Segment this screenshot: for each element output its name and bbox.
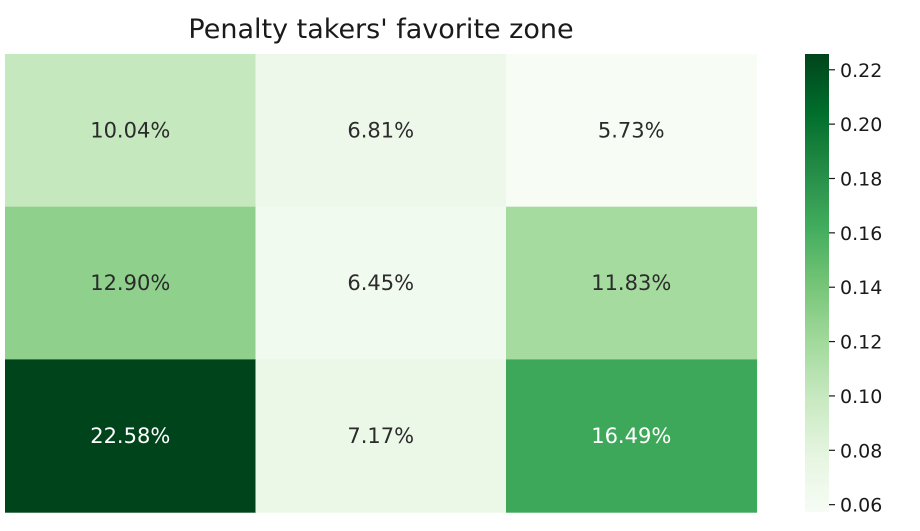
colorbar-tick-label: 0.16	[840, 223, 882, 245]
colorbar-tick-label: 0.14	[840, 277, 882, 299]
heatmap-cell	[5, 54, 257, 208]
heatmap-cell-labels: 10.04% 6.81% 5.73% 12.90% 6.45% 11.83% 22.58% 7…	[90, 118, 671, 447]
heatmap-cells	[5, 54, 758, 513]
heatmap-cell-label: 6.81%	[347, 118, 414, 142]
heatmap-cell-label: 22.58%	[90, 424, 170, 448]
colorbar	[805, 54, 829, 512]
chart-title: Penalty takers' favorite zone	[188, 14, 573, 45]
colorbar-tick-label: 0.18	[840, 168, 882, 190]
heatmap-cell-label: 7.17%	[347, 424, 414, 448]
heatmap-cell	[506, 206, 758, 360]
heatmap-cell	[506, 359, 758, 513]
heatmap-cell-label: 16.49%	[591, 424, 671, 448]
heatmap-cell	[255, 359, 507, 513]
heatmap-cell	[255, 54, 507, 208]
colorbar-ticks: 0.06 0.08 0.10 0.12 0.14 0.16 0.18 0.20 0.22	[829, 60, 882, 517]
colorbar-tick-label: 0.12	[840, 332, 882, 354]
heatmap-cell	[255, 206, 507, 360]
heatmap-cell-label: 6.45%	[347, 271, 414, 295]
heatmap-cell-label: 5.73%	[598, 118, 665, 142]
colorbar-tick-label: 0.06	[840, 495, 882, 517]
colorbar-tick-label: 0.20	[840, 114, 882, 136]
colorbar-tick-label: 0.08	[840, 440, 882, 462]
heatmap-cell	[506, 54, 758, 208]
heatmap-cell	[5, 359, 257, 513]
colorbar-tick-label: 0.22	[840, 60, 882, 82]
colorbar-tick-label: 0.10	[840, 386, 882, 408]
heatmap-cell-label: 10.04%	[90, 118, 170, 142]
heatmap-cell-label: 11.83%	[591, 271, 671, 295]
heatmap-cell	[5, 206, 257, 360]
heatmap-cell-label: 12.90%	[90, 271, 170, 295]
